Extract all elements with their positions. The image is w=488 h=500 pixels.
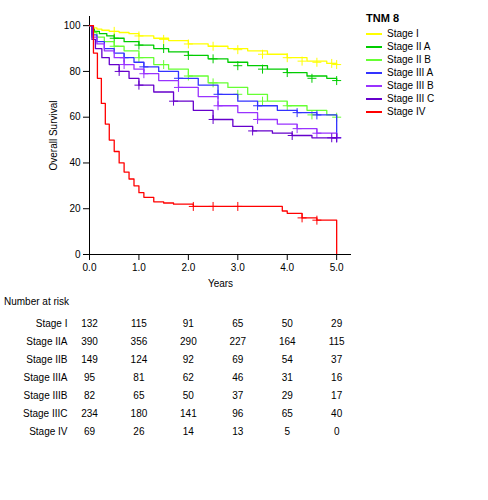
svg-text:20: 20	[69, 203, 81, 214]
svg-text:0: 0	[334, 426, 340, 437]
svg-text:115: 115	[329, 336, 345, 347]
svg-text:149: 149	[81, 354, 98, 365]
svg-text:4.0: 4.0	[280, 262, 294, 273]
svg-text:62: 62	[183, 372, 195, 383]
svg-text:81: 81	[133, 372, 145, 383]
svg-text:234: 234	[81, 408, 98, 419]
svg-text:115: 115	[131, 318, 147, 329]
svg-text:26: 26	[133, 426, 145, 437]
svg-text:60: 60	[69, 111, 81, 122]
svg-text:124: 124	[131, 354, 148, 365]
svg-text:17: 17	[331, 390, 343, 401]
html-text:Stage I: Stage I	[387, 28, 419, 39]
html-text:Stage II A: Stage II A	[387, 41, 431, 52]
svg-text:1.0: 1.0	[132, 262, 146, 273]
svg-text:5: 5	[284, 426, 290, 437]
svg-text:356: 356	[131, 336, 148, 347]
svg-text:29: 29	[331, 318, 343, 329]
svg-text:82: 82	[84, 390, 96, 401]
svg-text:Stage IV: Stage IV	[29, 426, 68, 437]
svg-text:100: 100	[64, 20, 81, 31]
svg-text:95: 95	[84, 372, 96, 383]
svg-text:65: 65	[282, 408, 294, 419]
svg-text:37: 37	[331, 354, 343, 365]
svg-text:13: 13	[232, 426, 244, 437]
svg-text:65: 65	[232, 318, 244, 329]
svg-text:69: 69	[232, 354, 244, 365]
svg-text:Stage IIB: Stage IIB	[26, 354, 67, 365]
svg-text:46: 46	[232, 372, 244, 383]
html-text:Stage III B: Stage III B	[387, 80, 434, 91]
svg-text:Stage IIIA: Stage IIIA	[24, 372, 68, 383]
svg-text:141: 141	[180, 408, 197, 419]
svg-text:69: 69	[84, 426, 96, 437]
svg-text:132: 132	[81, 318, 98, 329]
svg-text:390: 390	[81, 336, 98, 347]
svg-text:14: 14	[183, 426, 195, 437]
svg-text:Overall Survival: Overall Survival	[48, 100, 59, 170]
svg-text:290: 290	[180, 336, 197, 347]
svg-text:54: 54	[282, 354, 294, 365]
svg-text:180: 180	[131, 408, 148, 419]
html-text:Stage III A: Stage III A	[387, 67, 434, 78]
html-text:TNM 8: TNM 8	[366, 12, 399, 24]
svg-text:65: 65	[133, 390, 145, 401]
svg-text:Stage IIIC: Stage IIIC	[23, 408, 67, 419]
svg-text:40: 40	[69, 157, 81, 168]
svg-text:16: 16	[331, 372, 343, 383]
svg-text:80: 80	[69, 66, 81, 77]
html-text:Stage II B: Stage II B	[387, 54, 431, 65]
svg-text:Stage IIA: Stage IIA	[26, 336, 67, 347]
svg-text:50: 50	[282, 318, 294, 329]
svg-text:31: 31	[282, 372, 294, 383]
svg-text:Stage IIIB: Stage IIIB	[24, 390, 68, 401]
html-text:Stage IV: Stage IV	[387, 106, 426, 117]
svg-text:0: 0	[75, 249, 81, 260]
svg-text:227: 227	[229, 336, 246, 347]
html-text:Number at risk: Number at risk	[4, 296, 69, 307]
html-text:Stage III C: Stage III C	[387, 93, 435, 104]
svg-text:37: 37	[232, 390, 244, 401]
svg-text:96: 96	[232, 408, 244, 419]
svg-text:164: 164	[279, 336, 296, 347]
svg-text:0.0: 0.0	[83, 262, 97, 273]
svg-text:40: 40	[331, 408, 343, 419]
svg-text:Years: Years	[208, 278, 233, 289]
svg-text:29: 29	[282, 390, 294, 401]
svg-text:2.0: 2.0	[181, 262, 195, 273]
svg-text:50: 50	[183, 390, 195, 401]
svg-text:3.0: 3.0	[231, 262, 245, 273]
svg-text:Stage I: Stage I	[36, 318, 68, 329]
svg-text:5.0: 5.0	[330, 262, 344, 273]
svg-text:91: 91	[183, 318, 195, 329]
svg-text:92: 92	[183, 354, 195, 365]
